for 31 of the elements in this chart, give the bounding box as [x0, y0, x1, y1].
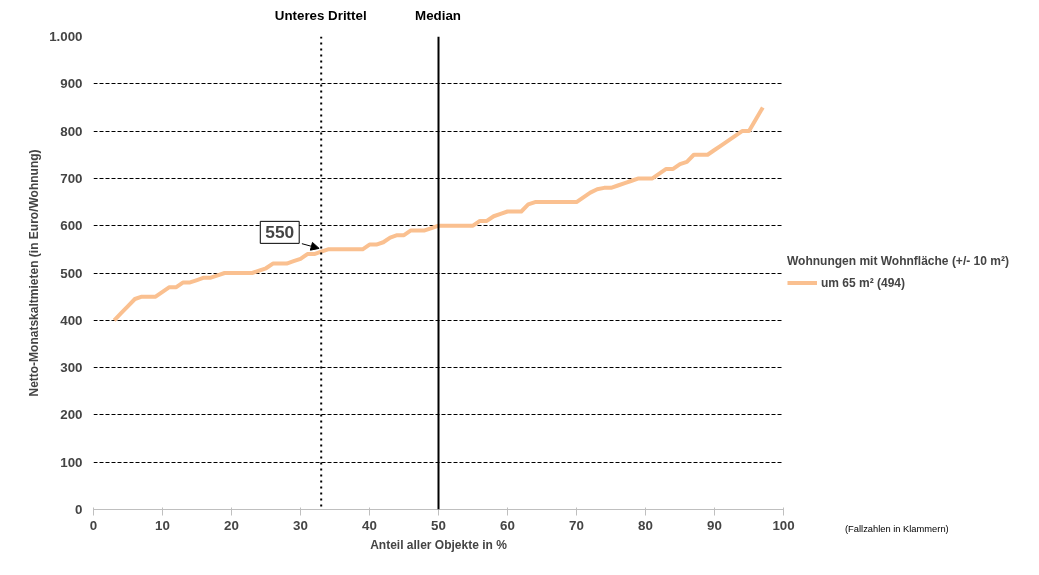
- y-tick-label: 100: [60, 454, 83, 470]
- annotation: 550: [265, 222, 295, 243]
- y-axis-title: Netto-Monatskaltmieten (in Euro/Wohnung): [27, 149, 42, 397]
- y-tick-label: 700: [60, 170, 83, 186]
- y-tick-label: 400: [60, 312, 83, 328]
- x-tick-label: 100: [772, 517, 795, 533]
- text: (Fallzahlen in Klammern): [845, 523, 949, 536]
- y-tick-label: 300: [60, 360, 83, 376]
- y-tick-label: 500: [60, 265, 83, 281]
- x-tick-label: 0: [89, 517, 98, 533]
- y-tick-label: 200: [60, 407, 83, 423]
- x-tick-label: 90: [707, 517, 722, 533]
- x-tick-label: 70: [569, 517, 584, 533]
- y-tick-label: 600: [60, 218, 83, 234]
- y-tick-label: 900: [60, 76, 83, 92]
- y-tick-label: 0: [75, 502, 83, 517]
- line-series: [112, 105, 765, 323]
- x-tick-label: 40: [362, 517, 377, 533]
- x-tick-label: 10: [155, 517, 170, 533]
- x-tick-label: 20: [224, 517, 239, 533]
- y-tick-label: 800: [60, 123, 83, 139]
- legend-title: Wohnungen mit Wohnfläche (+/- 10 m²): [787, 253, 1009, 267]
- x-tick-label: 60: [500, 517, 515, 533]
- x-tick-label: 30: [293, 517, 308, 533]
- ref-line-label: Unteres Drittel: [274, 7, 367, 25]
- x-tick-label: 80: [638, 517, 653, 533]
- ref-line-label: Median: [415, 7, 461, 25]
- x-tick-label: 50: [431, 517, 446, 533]
- legend-label: um 65 m² (494): [821, 275, 906, 289]
- x-axis-title: Anteil aller Objekte in %: [370, 537, 508, 552]
- y-tick-label: 1.000: [49, 29, 83, 44]
